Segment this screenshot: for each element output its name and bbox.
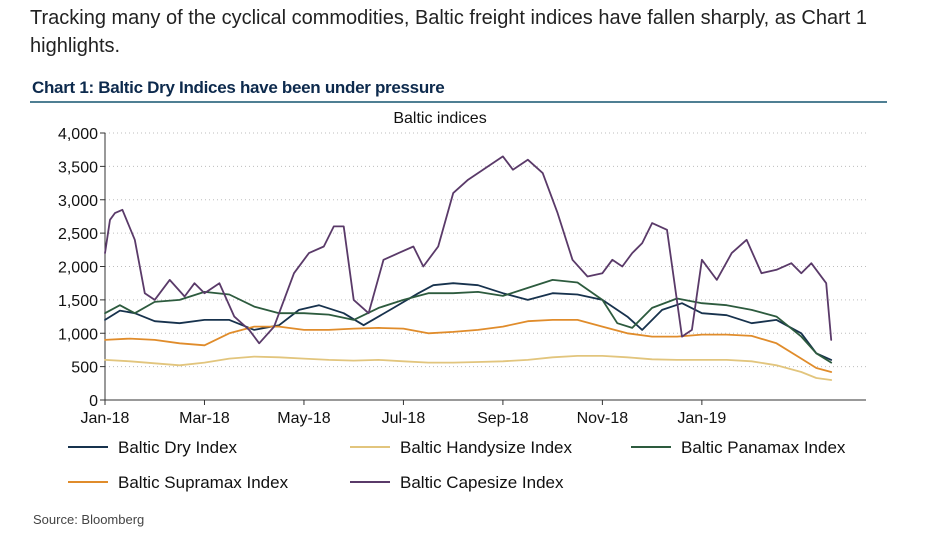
y-tick-label: 1,000 <box>58 326 98 343</box>
x-tick-label: Jul-18 <box>382 410 426 427</box>
series-line-baltic-dry-index <box>104 282 833 361</box>
series-line-baltic-capesize-index <box>104 155 833 345</box>
y-tick-label: 1,500 <box>58 293 98 310</box>
y-tick-label: 3,500 <box>58 159 98 176</box>
x-tick-label: Mar-18 <box>179 410 230 427</box>
y-tick-label: 2,000 <box>58 260 98 277</box>
x-tick-label: May-18 <box>277 410 330 427</box>
y-tick-label: 2,500 <box>58 226 98 243</box>
chart-title: Baltic indices <box>393 110 486 127</box>
chart-heading: Chart 1: Baltic Dry Indices have been un… <box>32 78 445 97</box>
y-tick-label: 0 <box>89 393 98 410</box>
series-line-baltic-handysize-index <box>104 354 833 381</box>
legend-label: Baltic Handysize Index <box>400 438 572 457</box>
y-tick-label: 3,000 <box>58 193 98 210</box>
intro-text: Tracking many of the cyclical commoditie… <box>30 7 868 57</box>
legend-label: Baltic Panamax Index <box>681 438 846 457</box>
legend-item: Baltic Panamax Index <box>631 438 846 457</box>
legend-label: Baltic Dry Index <box>118 438 238 457</box>
legend-item: Baltic Handysize Index <box>350 438 572 457</box>
gridlines <box>105 132 866 368</box>
series-line-baltic-supramax-index <box>104 318 833 373</box>
series-lines <box>104 155 833 381</box>
legend-item: Baltic Supramax Index <box>68 473 289 492</box>
y-tick-label: 500 <box>71 360 98 377</box>
source-note: Source: Bloomberg <box>33 512 145 527</box>
y-tick-label: 4,000 <box>58 126 98 143</box>
legend-item: Baltic Capesize Index <box>350 473 564 492</box>
x-tick-label: Sep-18 <box>477 410 529 427</box>
legend: Baltic Dry Index Baltic Handysize Index Ba… <box>68 438 846 492</box>
legend-label: Baltic Capesize Index <box>400 473 564 492</box>
legend-item: Baltic Dry Index <box>68 438 238 457</box>
x-tick-label: Nov-18 <box>577 410 629 427</box>
x-tick-label: Jan-19 <box>677 410 726 427</box>
legend-label: Baltic Supramax Index <box>118 473 289 492</box>
heading-rule <box>30 101 887 103</box>
series-line-baltic-panamax-index <box>104 278 833 364</box>
axes: 0 500 1,000 1,500 2,000 2,500 3,000 3,500 4,000 J… <box>58 126 866 427</box>
x-tick-label: Jan-18 <box>81 410 130 427</box>
